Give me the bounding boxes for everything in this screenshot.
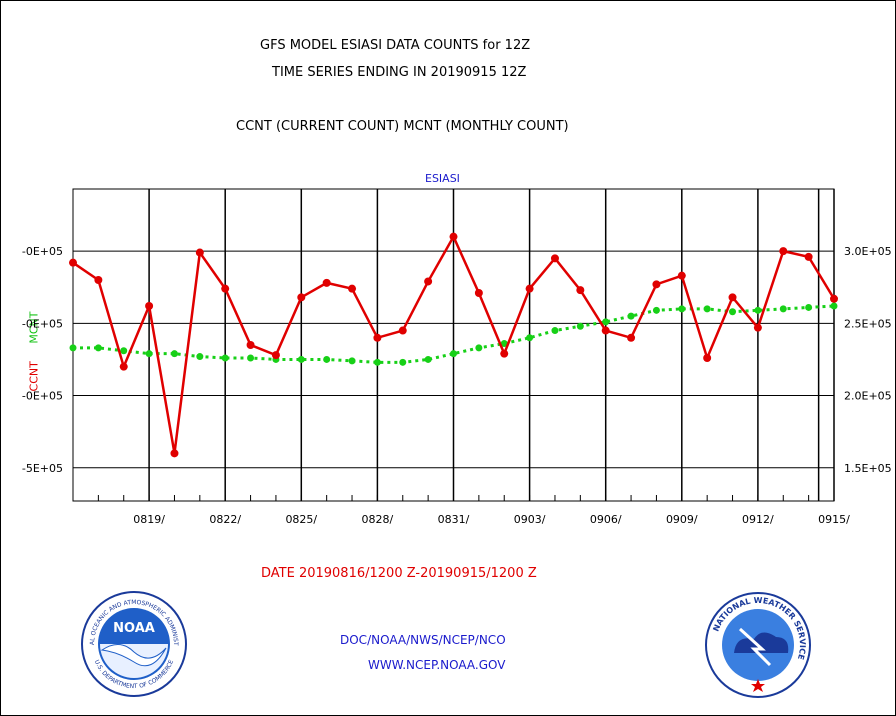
ccnt-point — [474, 289, 483, 297]
x-tick-label: 0819/ — [133, 513, 165, 526]
mcnt-point — [221, 354, 229, 362]
mcnt-point — [779, 305, 787, 313]
mcnt-point — [754, 306, 762, 314]
x-tick-label: 0828/ — [362, 513, 394, 526]
right-y-tick-label: 1.5E+05 — [844, 462, 892, 475]
ccnt-point — [576, 286, 585, 295]
noaa-logo: NOAA NATIONAL OCEANIC AND ATMOSPHERIC AD… — [80, 590, 187, 697]
ccnt-point — [525, 284, 534, 293]
mcnt-point — [475, 344, 483, 352]
mcnt-point — [145, 350, 153, 358]
mcnt-point — [348, 357, 356, 365]
ccnt-point — [753, 323, 762, 332]
mcnt-point — [805, 303, 813, 311]
x-tick-label: 0822/ — [209, 513, 241, 526]
x-tick-label: 0915/ — [818, 513, 850, 526]
mcnt-point — [703, 305, 711, 313]
ccnt-point — [398, 326, 407, 335]
ccnt-point — [69, 258, 77, 267]
mcnt-point — [196, 353, 204, 361]
mcnt-point — [399, 358, 407, 366]
mcnt-point — [500, 340, 508, 348]
chart-legend-description: CCNT (CURRENT COUNT) MCNT (MONTHLY COUNT… — [236, 119, 569, 134]
mcnt-point — [830, 302, 838, 310]
ccnt-point — [830, 294, 838, 303]
mcnt-point — [424, 355, 432, 363]
date-range-label: DATE 20190816/1200 Z-20190915/1200 Z — [261, 566, 537, 581]
ccnt-point — [449, 232, 458, 241]
right-y-tick-label: 2.0E+05 — [844, 390, 892, 403]
mcnt-point — [297, 355, 305, 363]
ccnt-point — [627, 333, 636, 342]
ccnt-point — [348, 284, 357, 293]
ccnt-point — [728, 293, 737, 302]
x-tick-label: 0909/ — [666, 513, 698, 526]
ccnt-point — [677, 271, 686, 280]
x-tick-label: 0903/ — [514, 513, 546, 526]
chart-title: GFS MODEL ESIASI DATA COUNTS for 12Z — [260, 38, 531, 53]
ccnt-point — [195, 248, 204, 257]
ccnt-point — [550, 254, 559, 263]
mcnt-point — [551, 327, 559, 335]
nws-logo: NATIONAL WEATHER SERVICE — [705, 592, 811, 698]
mcnt-point — [94, 344, 102, 352]
mcnt-point — [247, 354, 255, 362]
x-tick-label: 0831/ — [438, 513, 470, 526]
mcnt-point — [576, 322, 584, 330]
mcnt-point — [526, 334, 534, 342]
ccnt-point — [424, 277, 433, 286]
ccnt-point — [804, 252, 813, 261]
right-y-tick-label: 2.5E+05 — [844, 317, 892, 330]
mcnt-point — [373, 358, 381, 366]
left-y-tick-label: -0E+05 — [22, 390, 63, 403]
mcnt-point — [678, 305, 686, 313]
ccnt-point — [297, 293, 306, 302]
x-tick-label: 0825/ — [285, 513, 317, 526]
left-y-tick-label: -0E+05 — [22, 245, 63, 258]
x-tick-label: 0912/ — [742, 513, 774, 526]
mcnt-point — [323, 355, 331, 363]
left-y-tick-label: -5E+05 — [22, 462, 63, 475]
ccnt-point — [94, 276, 103, 284]
mcnt-point — [627, 312, 635, 320]
ccnt-point — [601, 326, 610, 335]
mcnt-point — [69, 344, 77, 352]
mcnt-point — [450, 350, 457, 358]
right-y-tick-label: 3.0E+05 — [844, 245, 892, 258]
ccnt-point — [145, 302, 154, 310]
ccnt-point — [373, 333, 382, 342]
ccnt-point — [500, 349, 509, 358]
ccnt-point — [779, 247, 788, 256]
mcnt-point — [652, 306, 660, 314]
ccnt-point — [271, 351, 280, 360]
x-tick-label: 0906/ — [590, 513, 622, 526]
chart-subtitle: ESIASI — [425, 172, 460, 185]
website-link[interactable]: WWW.NCEP.NOAA.GOV — [368, 658, 506, 672]
mcnt-point — [170, 350, 178, 358]
ccnt-point — [170, 449, 179, 458]
noaa-logo-text: NOAA — [113, 621, 155, 636]
ccnt-point — [322, 278, 331, 287]
mcnt-point — [120, 347, 128, 355]
mcnt-point — [602, 318, 610, 326]
chart-title-timeseries: TIME SERIES ENDING IN 20190915 12Z — [272, 65, 527, 80]
ccnt-point — [703, 354, 712, 362]
ccnt-point — [246, 341, 255, 349]
ccnt-point — [119, 362, 128, 371]
left-y-tick-label: -0E+05 — [22, 317, 63, 330]
ccnt-point — [652, 280, 661, 289]
ccnt-point — [221, 284, 230, 293]
mcnt-point — [729, 308, 737, 316]
credit-line: DOC/NOAA/NWS/NCEP/NCO — [340, 633, 506, 647]
